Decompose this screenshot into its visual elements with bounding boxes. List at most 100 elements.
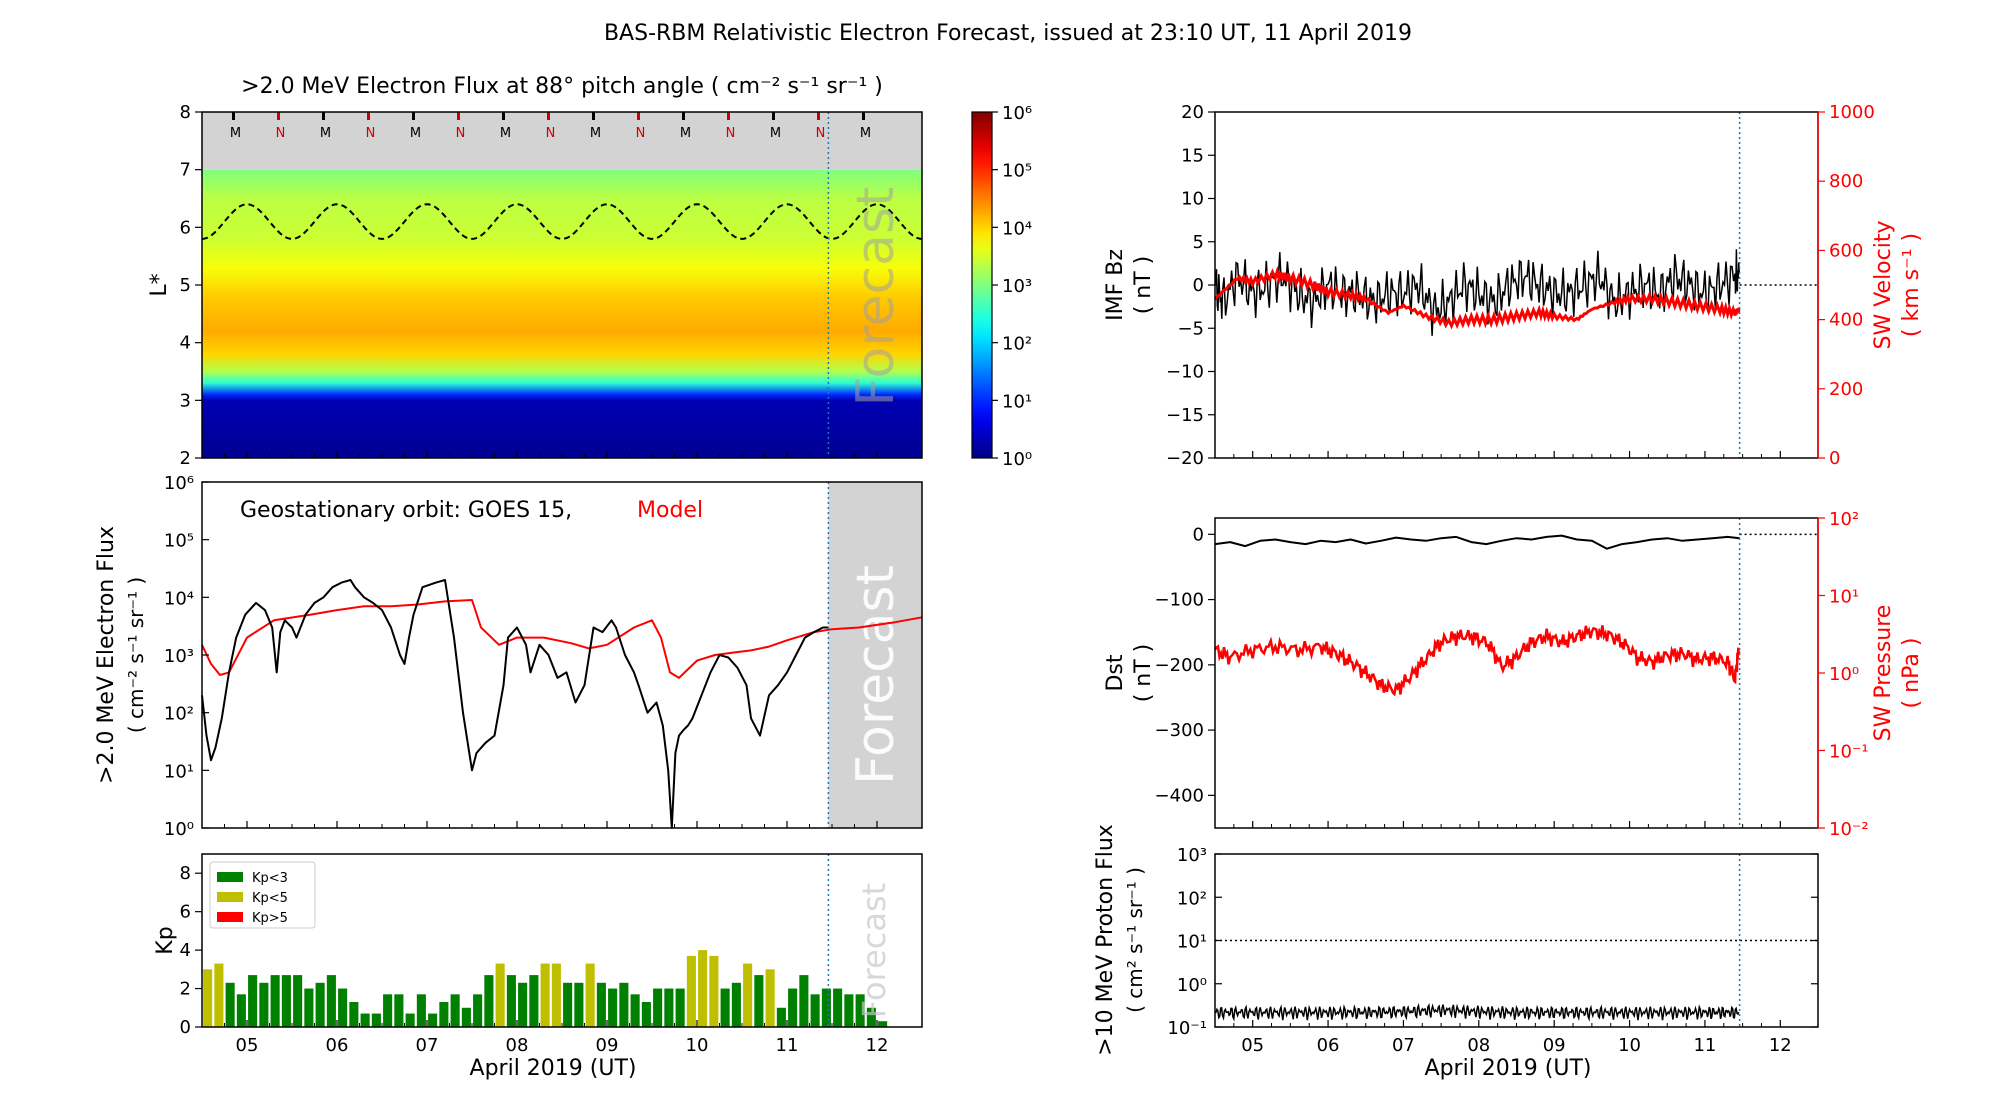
orbit-marker-label: M: [500, 126, 511, 141]
imf-left-ytick-label: −10: [1166, 362, 1204, 383]
kp-bar: [619, 982, 629, 1027]
kp-xtick-label-07: 07: [416, 1035, 439, 1056]
dst-right-ytick-label: 10²: [1829, 509, 1859, 530]
proton-ylabel: >10 MeV Proton Flux: [1093, 824, 1118, 1056]
kp-ylabel: Kp: [153, 926, 178, 954]
dst-line: [1214, 534, 1740, 550]
heatmap-ytick-label: 7: [180, 160, 191, 181]
heatmap-field: [202, 169, 922, 458]
kp-bar: [698, 950, 708, 1027]
sw-pressure-ylabel: SW Pressure: [1871, 605, 1896, 742]
dst-frame: [1214, 517, 1819, 829]
goes15-flux-line: [201, 579, 829, 829]
imf-left-ytick-label: −15: [1166, 405, 1204, 426]
sw-velocity-ylabel: SW Velocity: [1871, 220, 1896, 349]
orbit-marker-label: M: [410, 126, 421, 141]
kp-legend-label: Kp>5: [252, 911, 288, 926]
geo-ytick-label: 10¹: [164, 761, 194, 782]
kp-bar: [315, 982, 325, 1027]
forecast-watermark: Forecast: [846, 565, 906, 785]
kp-bar: [484, 975, 494, 1027]
orbit-marker-label: M: [770, 126, 781, 141]
kp-bar: [450, 994, 460, 1027]
kp-bar: [799, 975, 809, 1027]
kp-xtick-label-06: 06: [326, 1035, 349, 1056]
geo-ytick-label: 10⁰: [164, 819, 194, 840]
dst-right-ytick-label: 10⁻¹: [1829, 742, 1869, 763]
heatmap-no-data-band: [202, 112, 922, 170]
kp-bar: [630, 994, 640, 1027]
heatmap-ytick-label: 6: [180, 217, 191, 238]
kp-bar: [371, 1013, 381, 1027]
kp-bar: [833, 988, 843, 1027]
kp-bar: [664, 988, 674, 1027]
dst-left-ytick-label: −300: [1155, 720, 1204, 741]
kp-xtick-label-12: 12: [866, 1035, 889, 1056]
kp-bar: [506, 975, 516, 1027]
dst-left-ytick-label: −400: [1155, 785, 1204, 806]
heatmap-ytick-label: 2: [180, 448, 191, 469]
kp-ytick-label: 2: [180, 979, 191, 1000]
kp-bar: [653, 988, 663, 1027]
kp-bar: [754, 975, 764, 1027]
proton-xtick-label-06: 06: [1317, 1035, 1340, 1056]
kp-bar: [203, 969, 213, 1027]
x-axis-label-left: April 2019 (UT): [470, 1056, 637, 1081]
imf-right-ytick-label: 0: [1829, 448, 1840, 469]
proton-ytick-label: 10⁻¹: [1167, 1018, 1207, 1039]
kp-bar: [686, 955, 696, 1027]
kp-bar: [428, 1013, 438, 1027]
imf-sw-velocity-panel: −20−15−10−50510152002004006008001000IMF …: [1103, 102, 1924, 469]
proton-flux-line: [1214, 1002, 1740, 1022]
proton-xtick-label-12: 12: [1769, 1035, 1792, 1056]
kp-xtick-label-05: 05: [236, 1035, 259, 1056]
imf-ylabel-units: ( nT ): [1131, 256, 1156, 315]
kp-bar: [540, 963, 550, 1027]
kp-legend-swatch: [217, 872, 243, 882]
heatmap-title: >2.0 MeV Electron Flux at 88° pitch angl…: [241, 74, 883, 99]
imf-left-ytick-label: 5: [1193, 232, 1204, 253]
kp-bar: [461, 1007, 471, 1027]
kp-xtick-label-08: 08: [506, 1035, 529, 1056]
proton-ytick-label: 10²: [1177, 888, 1207, 909]
imf-left-ytick-label: 0: [1193, 275, 1204, 296]
kp-bar: [349, 1002, 359, 1027]
sw-pressure-ylabel-units: ( nPa ): [1899, 638, 1924, 709]
kp-bar: [248, 975, 258, 1027]
orbit-marker-label: N: [276, 126, 286, 141]
orbit-marker-label: N: [456, 126, 466, 141]
kp-bar: [405, 1013, 415, 1027]
proton-ytick-label: 10⁰: [1177, 975, 1207, 996]
kp-ytick-label: 8: [180, 863, 191, 884]
geo-ytick-label: 10⁵: [164, 531, 194, 552]
proton-xtick-label-05: 05: [1241, 1035, 1264, 1056]
kp-xtick-label-10: 10: [686, 1035, 709, 1056]
imf-left-ytick-label: −5: [1177, 318, 1204, 339]
geo-ylabel: >2.0 MeV Electron Flux: [94, 526, 119, 784]
proton-ytick-label: 10³: [1177, 845, 1207, 866]
proton-ytick-label: 10¹: [1177, 932, 1207, 953]
imf-right-ytick-label: 800: [1829, 171, 1863, 192]
dst-right-ytick-label: 10¹: [1829, 587, 1859, 608]
kp-legend-swatch: [217, 912, 243, 922]
imf-right-ytick-label: 1000: [1829, 102, 1875, 123]
kp-ytick-label: 4: [180, 940, 191, 961]
kp-ytick-label: 6: [180, 902, 191, 923]
kp-bar: [495, 963, 505, 1027]
imf-bz-line: [1214, 249, 1740, 336]
kp-xtick-label-11: 11: [776, 1035, 799, 1056]
kp-bar: [641, 1002, 651, 1027]
imf-right-ytick-label: 600: [1829, 240, 1863, 261]
kp-bar: [259, 982, 269, 1027]
kp-bar: [675, 988, 685, 1027]
kp-bar: [866, 1007, 876, 1027]
kp-bar: [810, 994, 820, 1027]
kp-xtick-label-09: 09: [596, 1035, 619, 1056]
colorbar-tick-label: 10⁶: [1002, 103, 1032, 124]
imf-left-ytick-label: 10: [1181, 189, 1204, 210]
kp-bar: [844, 994, 854, 1027]
imf-left-ytick-label: 20: [1181, 102, 1204, 123]
colorbar-tick-label: 10²: [1002, 334, 1032, 355]
proton-xtick-label-10: 10: [1618, 1035, 1641, 1056]
